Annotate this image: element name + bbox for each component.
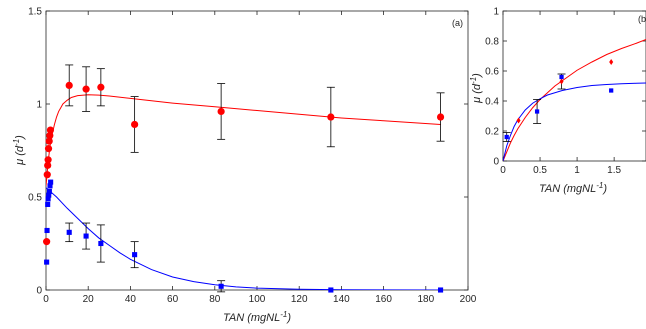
data-point [45, 201, 51, 207]
data-point [328, 287, 334, 293]
panel-label-a: (a) [452, 18, 463, 28]
x-tick-label-a: 180 [417, 294, 434, 305]
data-point [44, 227, 50, 234]
data-point [43, 171, 51, 179]
data-point [44, 156, 52, 164]
error-bars-a [65, 64, 445, 293]
axes-frame-b [502, 10, 646, 162]
data-point [516, 117, 521, 124]
x-tick-label-a: 100 [249, 294, 266, 305]
x-tick-label-a: 160 [375, 294, 392, 305]
data-point [609, 59, 614, 65]
data-point [218, 283, 224, 289]
data-point [66, 229, 72, 235]
plot-box-a [45, 10, 469, 291]
x-tick-label-b: 0.5 [533, 165, 547, 176]
panel-b: 0 0.5 1 1.5 0 0.2 0.4 0.6 0.8 1 (b TAN (mgNL-1) μ… [469, 7, 646, 195]
y-tick-label-b: 0.8 [485, 37, 499, 48]
axes-frame-a [45, 10, 469, 291]
data-point [46, 192, 52, 198]
data-point [43, 238, 51, 246]
plot-box-b [502, 10, 646, 162]
y-tick-label-a: 0 [36, 286, 42, 297]
data-point [44, 259, 50, 265]
fit-line-b-0 [503, 39, 646, 161]
data-point [46, 126, 55, 134]
markers-b [504, 59, 614, 140]
x-tick-label-a: 60 [167, 294, 179, 305]
fit-line-b-1 [503, 82, 646, 161]
data-point [47, 183, 53, 189]
y-axis-label-a: μ (d-1) [12, 135, 26, 166]
tick-labels-b: 0 0.5 1 1.5 0 0.2 0.4 0.6 0.8 1 [485, 7, 621, 177]
x-axis-label-b: TAN (mgNL-1) [539, 181, 607, 195]
y-tick-label-b: 0.4 [485, 97, 499, 108]
data-point [46, 188, 52, 194]
data-point [45, 137, 53, 145]
x-tick-label-b: 0 [500, 165, 506, 176]
x-tick-label-a: 20 [83, 294, 95, 305]
panel-label-b: (b [638, 14, 646, 24]
data-point [438, 287, 444, 293]
data-point [504, 134, 509, 140]
x-tick-label-a: 40 [125, 294, 137, 305]
x-tick-label-a: 80 [209, 294, 221, 305]
x-tick-label-a: 140 [333, 294, 350, 305]
data-point [82, 85, 90, 93]
x-tick-label-a: 120 [291, 294, 308, 305]
data-point [217, 107, 225, 116]
x-tick-label-b: 1 [574, 165, 580, 176]
data-point [44, 145, 53, 153]
x-tick-label-a: 200 [460, 294, 477, 305]
data-point [436, 113, 445, 121]
data-point [559, 78, 564, 85]
data-point [97, 83, 105, 91]
data-point [98, 240, 104, 247]
fit-line-a-0 [46, 94, 441, 186]
y-tick-label-b: 1 [493, 7, 499, 18]
tick-labels-a: 0 20 40 60 80 100 120 140 160 180 200 0 0.5 1 1.5 [28, 7, 477, 306]
data-point [45, 196, 51, 202]
data-point [132, 252, 138, 258]
markers-a [43, 81, 445, 293]
fit-line-a-1 [46, 187, 441, 290]
y-tick-label-b: 0 [493, 157, 499, 168]
y-tick-label-a: 0.5 [28, 193, 42, 204]
y-tick-label-a: 1 [36, 100, 42, 111]
x-axis-label-a: TAN (mgNL-1) [223, 310, 291, 324]
x-tick-label-a: 0 [43, 294, 49, 305]
y-tick-label-b: 0.2 [485, 127, 499, 138]
data-point [46, 132, 54, 140]
x-tick-label-b: 1.5 [607, 165, 621, 176]
y-tick-label-a: 1.5 [28, 7, 42, 18]
data-point [559, 74, 564, 80]
y-tick-label-b: 0.6 [485, 67, 499, 78]
data-point [131, 120, 139, 129]
data-point [83, 233, 89, 239]
fit-curves-a [46, 94, 441, 290]
fit-curves-b [503, 39, 646, 161]
data-point [44, 161, 52, 169]
y-axis-label-b: μ (d-1) [469, 73, 483, 104]
data-point [65, 81, 73, 89]
data-point [327, 113, 335, 121]
data-point [48, 179, 54, 185]
data-point [534, 109, 540, 114]
data-point [609, 88, 614, 93]
